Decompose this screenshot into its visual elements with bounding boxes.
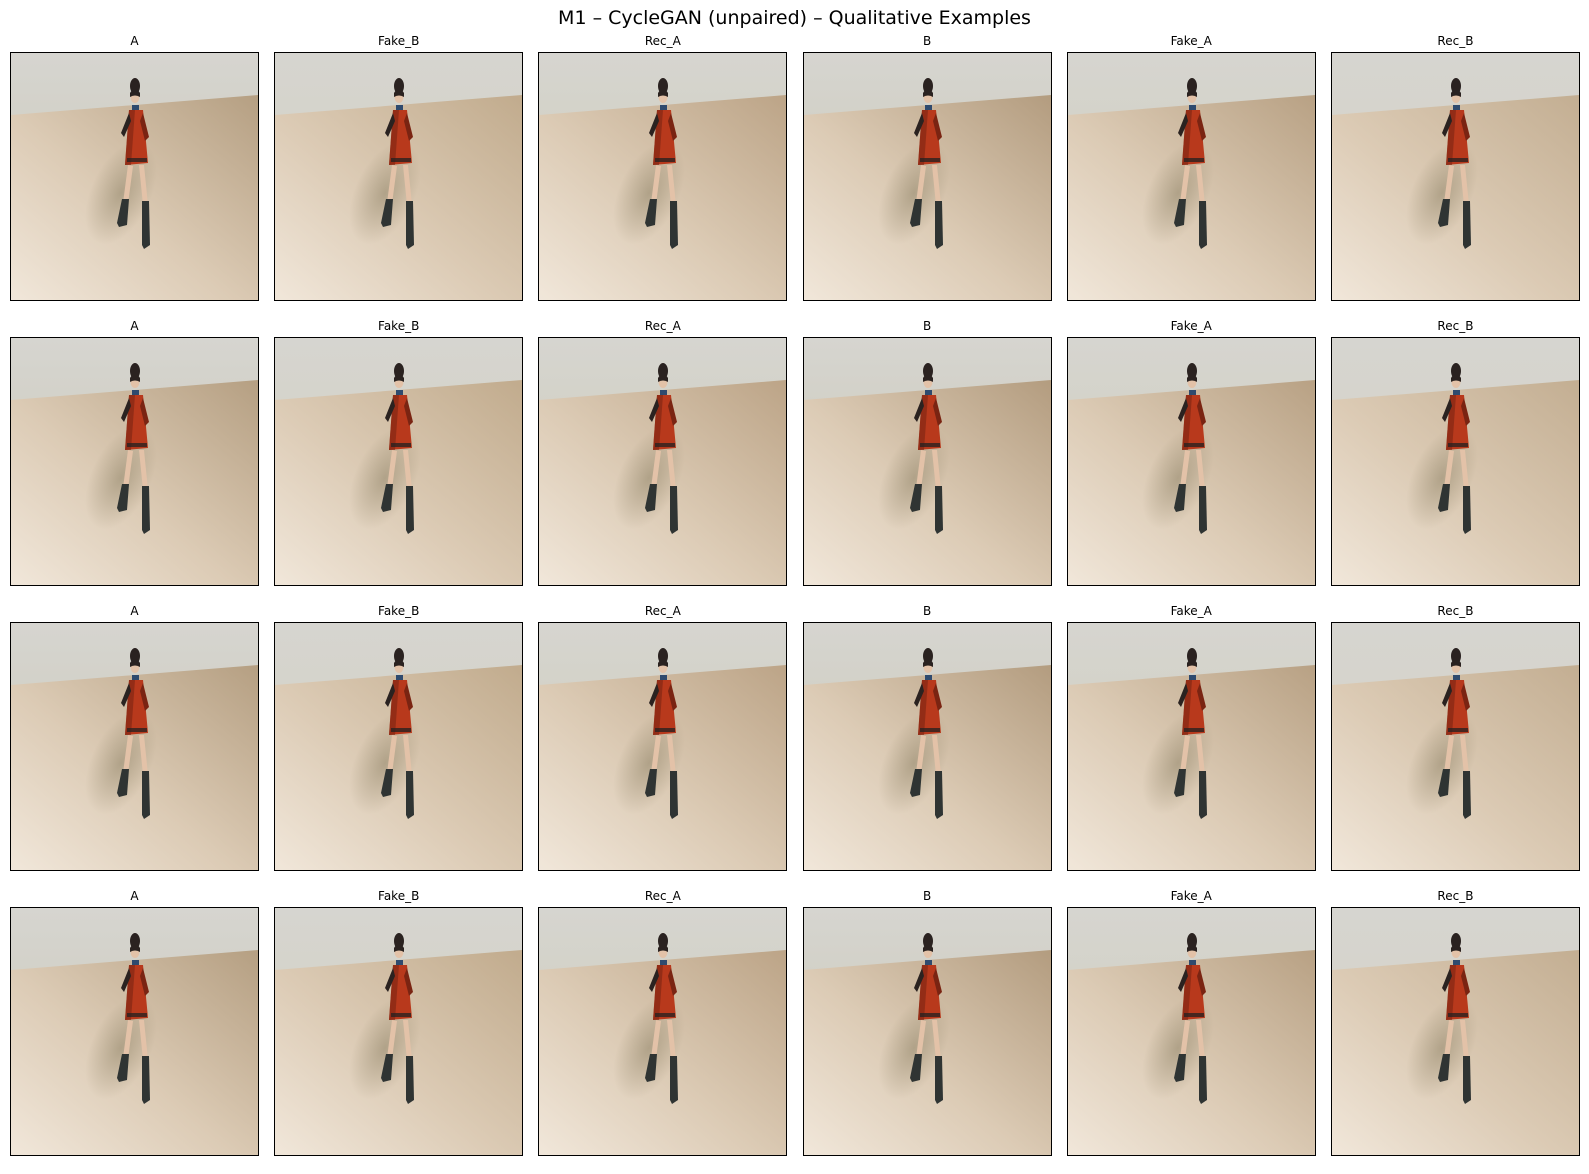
image-panel-fake-b [274, 907, 524, 1156]
cell-label: Rec_B [1437, 34, 1474, 48]
character-render-image [1331, 623, 1579, 870]
image-panel-fake-a [1066, 907, 1316, 1156]
figure-cell-rec-b: Rec_B [1330, 604, 1580, 889]
figure-cell-b: B [802, 319, 1052, 604]
figure-cell-fake-a: Fake_A [1066, 604, 1316, 889]
figure-cell-b: B [802, 889, 1052, 1174]
image-panel-b [802, 52, 1052, 301]
image-panel-rec-a [538, 622, 788, 871]
image-panel-rec-b [1330, 907, 1580, 1156]
image-panel-a [10, 622, 259, 871]
cell-label: Rec_A [644, 319, 681, 333]
image-panel-b [802, 907, 1052, 1156]
cell-label: Fake_B [378, 319, 420, 333]
figure-cell-rec-a: Rec_A [538, 319, 788, 604]
cell-label: Fake_B [378, 34, 420, 48]
image-panel-fake-a [1066, 622, 1316, 871]
figure-cell-b: B [802, 604, 1052, 889]
character-render-image [803, 338, 1051, 585]
image-panel-fake-a [1066, 52, 1316, 301]
character-render-image [539, 338, 787, 585]
character-render-image [1067, 53, 1315, 300]
cell-label: Rec_A [644, 889, 681, 903]
figure-cell-a: A [10, 604, 259, 889]
character-render-image [803, 53, 1051, 300]
figure-cell-a: A [10, 34, 259, 319]
character-render-image [1067, 623, 1315, 870]
figure-title: M1 – CycleGAN (unpaired) – Qualitative E… [558, 7, 1031, 29]
image-panel-fake-b [274, 622, 524, 871]
cell-label: Rec_A [644, 34, 681, 48]
character-render-image [1331, 53, 1579, 300]
figure-cell-rec-b: Rec_B [1330, 34, 1580, 319]
figure-cell-b: B [802, 34, 1052, 319]
character-render-image [803, 908, 1051, 1155]
figure-cell-rec-a: Rec_A [538, 889, 788, 1174]
image-panel-rec-b [1330, 337, 1580, 586]
image-panel-rec-a [538, 337, 788, 586]
figure-cell-a: A [10, 889, 259, 1174]
character-render-image [539, 53, 787, 300]
figure-cell-fake-b: Fake_B [274, 889, 524, 1174]
cell-label: B [922, 604, 932, 618]
image-panel-a [10, 52, 259, 301]
cell-label: Fake_A [1170, 604, 1212, 618]
image-panel-b [802, 622, 1052, 871]
cell-label: A [130, 319, 139, 333]
cell-label: Fake_B [378, 889, 420, 903]
character-render-image [275, 338, 523, 585]
character-render-image [539, 908, 787, 1155]
character-render-image [1331, 338, 1579, 585]
character-render-image [275, 908, 523, 1155]
cell-label: Fake_A [1170, 319, 1212, 333]
figure-cell-a: A [10, 319, 259, 604]
cell-label: Rec_B [1437, 319, 1474, 333]
character-render-image [11, 338, 258, 585]
figure-cell-rec-a: Rec_A [538, 34, 788, 319]
character-render-image [803, 623, 1051, 870]
figure-cell-fake-b: Fake_B [274, 604, 524, 889]
cell-label: Rec_A [644, 604, 681, 618]
image-panel-fake-b [274, 52, 524, 301]
character-render-image [11, 53, 258, 300]
figure-cell-rec-b: Rec_B [1330, 319, 1580, 604]
figure-cell-fake-a: Fake_A [1066, 319, 1316, 604]
image-panel-rec-b [1330, 622, 1580, 871]
character-render-image [11, 623, 258, 870]
figure-cell-fake-a: Fake_A [1066, 889, 1316, 1174]
image-panel-fake-b [274, 337, 524, 586]
figure-cell-fake-a: Fake_A [1066, 34, 1316, 319]
cell-label: A [130, 889, 139, 903]
character-render-image [275, 623, 523, 870]
image-panel-a [10, 337, 259, 586]
character-render-image [1067, 908, 1315, 1155]
image-grid: A Fake_B [10, 34, 1580, 1174]
character-render-image [275, 53, 523, 300]
image-panel-b [802, 337, 1052, 586]
cell-label: Fake_B [378, 604, 420, 618]
character-render-image [539, 623, 787, 870]
figure-cell-rec-a: Rec_A [538, 604, 788, 889]
figure-cell-rec-b: Rec_B [1330, 889, 1580, 1174]
cell-label: B [922, 34, 932, 48]
figure-cell-fake-b: Fake_B [274, 319, 524, 604]
cell-label: B [922, 319, 932, 333]
cell-label: A [130, 34, 139, 48]
cell-label: Rec_B [1437, 889, 1474, 903]
image-panel-a [10, 907, 259, 1156]
image-panel-rec-a [538, 907, 788, 1156]
cell-label: Fake_A [1170, 889, 1212, 903]
image-panel-fake-a [1066, 337, 1316, 586]
character-render-image [11, 908, 258, 1155]
image-panel-rec-b [1330, 52, 1580, 301]
figure-cell-fake-b: Fake_B [274, 34, 524, 319]
character-render-image [1331, 908, 1579, 1155]
cell-label: Rec_B [1437, 604, 1474, 618]
cell-label: A [130, 604, 139, 618]
image-panel-rec-a [538, 52, 788, 301]
character-render-image [1067, 338, 1315, 585]
cell-label: B [922, 889, 932, 903]
cell-label: Fake_A [1170, 34, 1212, 48]
